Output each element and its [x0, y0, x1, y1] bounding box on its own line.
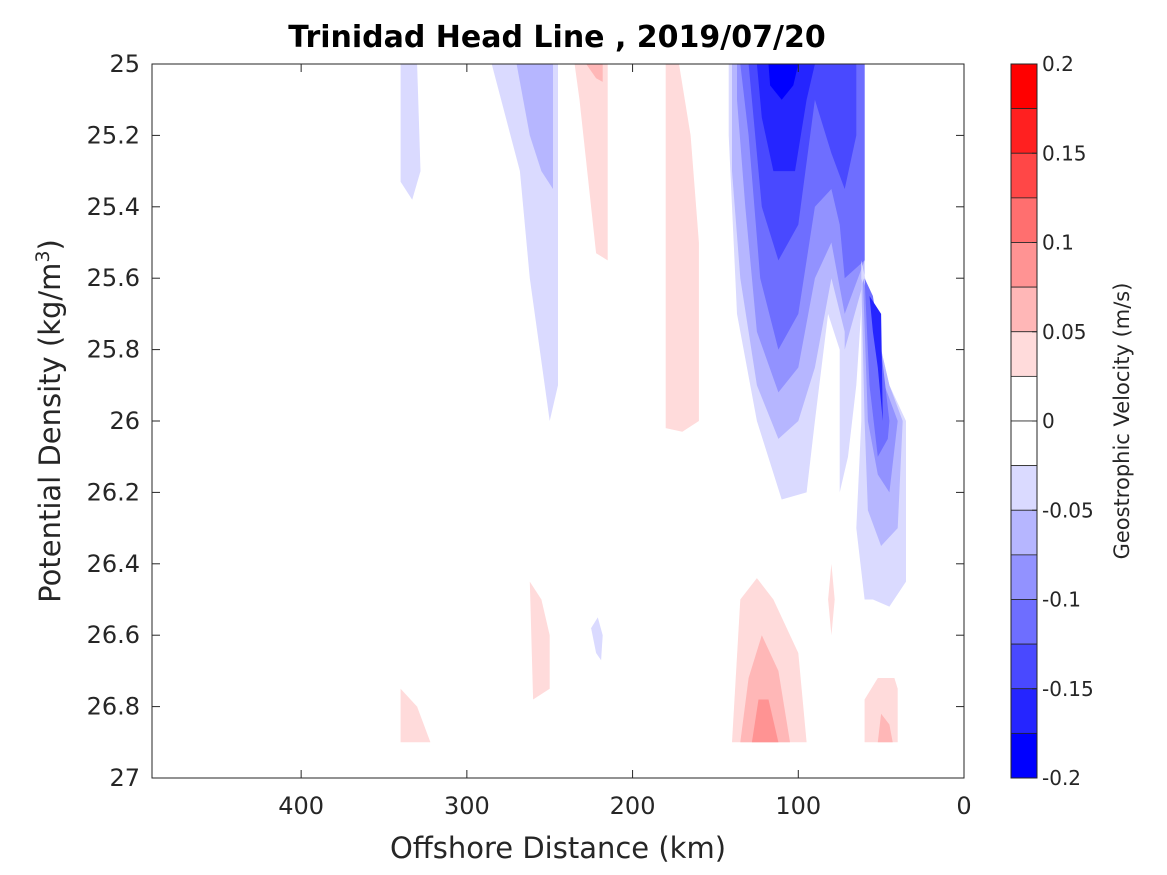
colorbar-level — [1010, 465, 1038, 511]
y-tick-label: 26.6 — [87, 621, 140, 649]
colorbar-level — [1010, 286, 1038, 333]
x-axis-label: Offshore Distance (km) — [390, 831, 726, 865]
y-tick-label: 25.2 — [87, 121, 140, 149]
y-axis-label: Potential Density (kg/m3) — [32, 239, 67, 603]
contour-pos-120-2 — [740, 635, 790, 743]
colorbar-level — [1010, 108, 1038, 154]
colorbar-level — [1010, 331, 1038, 377]
contour-neg-core-7 — [768, 64, 799, 100]
x-tick-label: 0 — [956, 792, 971, 820]
y-axis-label-superscript: 3 — [32, 250, 54, 262]
colorbar-label: Geostrophic Velocity (m/s) — [1110, 283, 1134, 560]
contour-pos-260 — [529, 581, 550, 700]
colorbar-level — [1010, 643, 1038, 690]
contour-neg-222 — [591, 617, 603, 661]
colorbar-tick-label: 0 — [1042, 409, 1055, 433]
colorbar: 0.2 0.15 0.1 0.05 0 -0.05 -0.1 -0.15 -0.2 — [1010, 52, 1094, 790]
y-tick-label: 25.6 — [87, 264, 140, 292]
colorbar-tick-label: -0.05 — [1042, 498, 1094, 522]
y-axis-label-main: Potential Density (kg/m — [33, 263, 67, 603]
contour-neg-coast-4 — [864, 278, 890, 457]
y-tick-label: 27 — [109, 764, 140, 792]
colorbar-tick-label: 0.2 — [1042, 52, 1074, 76]
contour-pos-230 — [574, 64, 608, 261]
y-tick-label: 25 — [109, 50, 140, 78]
contour-neg-265 — [516, 64, 553, 189]
colorbar-tick-label: -0.1 — [1042, 588, 1081, 612]
colorbar-tick-label: 0.05 — [1042, 320, 1087, 344]
contour-pos-340 — [400, 688, 431, 743]
colorbar-level — [1010, 152, 1038, 199]
contour-pos-175 — [665, 64, 699, 432]
colorbar-level — [1010, 732, 1038, 779]
colorbar-level — [1010, 599, 1038, 645]
contour-pos-120-3 — [751, 699, 779, 743]
y-tick-label: 26.2 — [87, 478, 140, 506]
contour-pos-50-2 — [877, 713, 893, 743]
colorbar-level — [1010, 509, 1038, 556]
colorbar-level — [1010, 420, 1038, 467]
x-tick-label: 400 — [278, 792, 324, 820]
y-tick-label: 25.4 — [87, 193, 140, 221]
x-tick-label: 100 — [775, 792, 821, 820]
contour-neg-340 — [400, 64, 421, 200]
colorbar-tick-label: 0.1 — [1042, 231, 1074, 255]
chart-title: Trinidad Head Line , 2019/07/20 — [288, 20, 825, 55]
y-axis-label-close: ) — [33, 239, 67, 250]
contour-neg-core-6 — [756, 64, 815, 172]
colorbar-tick-label: -0.15 — [1042, 677, 1094, 701]
colorbar-level — [1010, 688, 1038, 734]
y-axis: 25 25.2 25.4 25.6 25.8 26 26.2 26.4 26.6 26.8 27 — [87, 50, 964, 792]
contour-fills — [400, 64, 906, 743]
y-tick-label: 26.8 — [87, 693, 140, 721]
colorbar-level — [1010, 63, 1038, 110]
colorbar-level — [1010, 242, 1038, 288]
y-tick-label: 26 — [109, 407, 140, 435]
y-tick-label: 25.8 — [87, 336, 140, 364]
x-tick-label: 300 — [444, 792, 490, 820]
y-tick-label: 26.4 — [87, 550, 140, 578]
colorbar-level — [1010, 375, 1038, 422]
colorbar-tick-label: 0.15 — [1042, 141, 1087, 165]
contour-neg-coast-5 — [869, 296, 883, 421]
contour-pos-80 — [828, 563, 835, 636]
colorbar-tick-label: -0.2 — [1042, 766, 1081, 790]
colorbar-level — [1010, 554, 1038, 600]
x-axis: 400 300 200 100 0 — [278, 64, 972, 820]
colorbar-level — [1010, 197, 1038, 243]
x-tick-label: 200 — [610, 792, 656, 820]
contour-pos-225 — [586, 64, 603, 82]
